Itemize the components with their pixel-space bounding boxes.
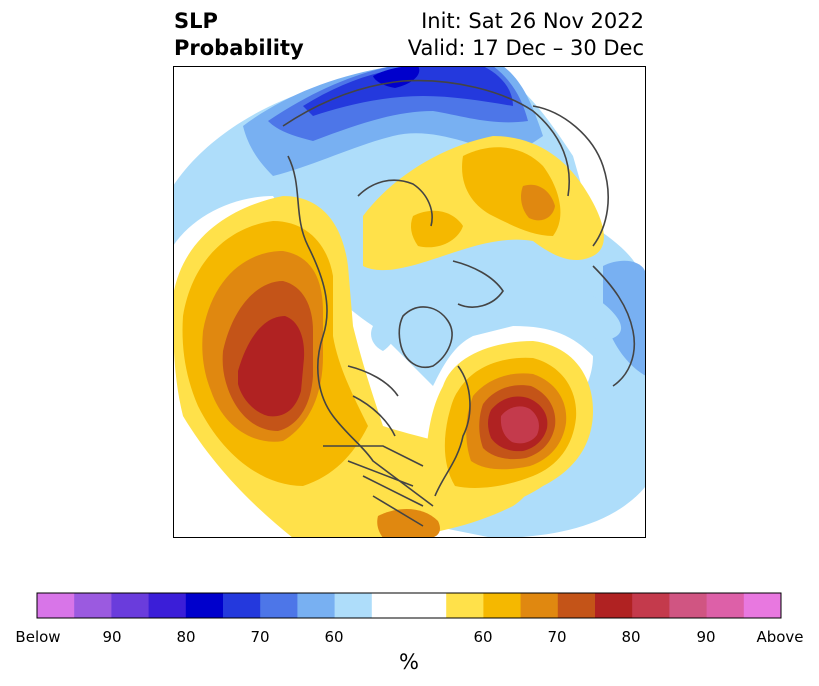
coastlines [282,79,636,527]
chart-title-left: SLP Probability [174,8,304,62]
colorbar-swatch [557,593,596,618]
tick-label-below-60: 60 [324,628,344,646]
colorbar-swatch [148,593,187,618]
colorbar-swatch [743,593,782,618]
colorbar-swatch [334,593,373,618]
tick-label-above-80: 80 [621,628,641,646]
colorbar-swatch [669,593,707,618]
above-65-band-beringia [410,210,463,248]
title-valid-range: Valid: 17 Dec – 30 Dec [407,36,644,60]
colorbar [36,592,782,619]
colorbar-frame [36,592,782,619]
colorbar-swatch [297,593,335,618]
tick-label-below-80: 80 [176,628,196,646]
tick-label-above-90: 90 [696,628,716,646]
map-frame [173,66,646,538]
colorbar-unit-label: % [399,650,419,674]
colorbar-swatch [74,593,112,618]
colorbar-swatch [371,593,410,618]
chart-title-right: Init: Sat 26 Nov 2022 Valid: 17 Dec – 30… [408,8,644,62]
tick-label-above: Above [756,628,804,646]
colorbar-swatch [223,593,261,618]
tick-label-above-60: 60 [473,628,493,646]
colorbar-swatch [111,593,149,618]
tick-label-below: Below [15,628,61,646]
title-variable: SLP [174,9,218,33]
colorbar-swatch [260,593,298,618]
title-init-date: Init: Sat 26 Nov 2022 [421,9,644,33]
above-85-core-atlantic [500,406,539,444]
colorbar-swatch [446,593,484,618]
tick-label-below-70: 70 [250,628,270,646]
colorbar-swatch [520,593,559,618]
title-metric: Probability [174,36,304,60]
colorbar-swatch [595,593,633,618]
colorbar-swatch [706,593,745,618]
below-90-core-north [373,66,420,88]
above-80-core-west [238,316,305,417]
below-60-blob-arctic [370,294,405,351]
colorbar-swatch [409,593,447,618]
tick-label-below-90: 90 [102,628,122,646]
above-70-band-gulf [377,509,440,538]
colorbar-swatch [632,593,670,618]
colorbar-swatch [37,593,75,618]
below-60-band-arctic [428,274,622,341]
probability-map [173,66,646,538]
above-70-core-siberia [521,184,555,221]
tick-label-above-70: 70 [547,628,567,646]
colorbar-swatch [185,593,224,618]
below-85-band-north [303,66,513,116]
colorbar-swatch [483,593,521,618]
